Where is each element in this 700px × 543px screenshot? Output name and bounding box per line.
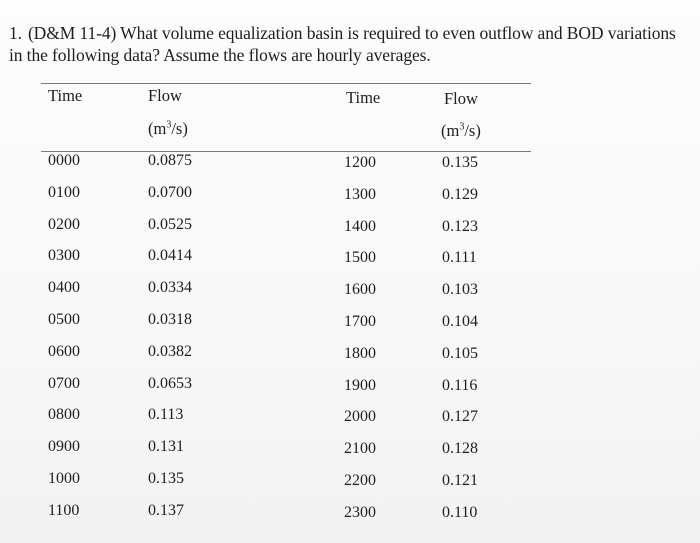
table-cell-time: 1700 — [344, 313, 376, 330]
header-unit-right: (m3/s) — [441, 121, 481, 140]
table-cell-flow: 0.123 — [442, 217, 478, 235]
table-cell-flow: 0.135 — [442, 154, 478, 171]
table-cell-flow: 0.0318 — [148, 311, 192, 328]
header-time-right: Time — [346, 88, 381, 107]
table-cell-time: 2300 — [344, 503, 376, 521]
table-cell-flow: 0.137 — [148, 501, 184, 519]
table-cell-time: 0200 — [48, 215, 80, 233]
table-cell-time: 0300 — [48, 247, 80, 265]
table-cell-time: 0400 — [48, 279, 80, 297]
table-cell-flow: 0.128 — [442, 440, 478, 458]
table-cell-flow: 0.111 — [442, 249, 477, 267]
table-cell-flow: 0.113 — [148, 406, 184, 424]
table-cell-time: 1100 — [48, 501, 80, 519]
table-cell-time: 0000 — [48, 152, 80, 169]
table-cell-time: 1900 — [344, 376, 376, 394]
table-cell-flow: 0.135 — [148, 470, 184, 487]
table-cell-time: 0500 — [48, 311, 80, 328]
table-cell-flow: 0.0334 — [148, 279, 192, 297]
header-flow-left: Flow — [148, 86, 182, 105]
table-cell-flow: 0.131 — [148, 438, 184, 456]
header-time-left: Time — [48, 86, 83, 105]
table-cell-flow: 0.0875 — [148, 152, 192, 169]
table-header-rule — [41, 151, 531, 152]
table-cell-time: 0600 — [48, 342, 80, 360]
table-cell-time: 1400 — [344, 217, 376, 235]
header-unit-left: (m3/s) — [148, 119, 188, 138]
question-text: 1. (D&M 11-4) What volume equalization ba… — [9, 22, 679, 66]
table-cell-flow: 0.121 — [442, 472, 478, 489]
table-cell-time: 2200 — [344, 472, 376, 489]
table-cell-time: 1000 — [48, 470, 80, 487]
table-cell-flow: 0.104 — [442, 313, 478, 330]
table-cell-flow: 0.127 — [442, 408, 478, 426]
table-cell-flow: 0.129 — [442, 185, 478, 203]
table-cell-time: 2000 — [344, 408, 376, 426]
table-cell-time: 0700 — [48, 374, 80, 392]
table-cell-time: 2100 — [344, 440, 376, 458]
table-cell-flow: 0.0525 — [148, 215, 192, 233]
table-cell-time: 1200 — [344, 154, 376, 171]
table-cell-time: 1800 — [344, 344, 376, 362]
table-cell-flow: 0.0653 — [148, 374, 192, 392]
question-body: (D&M 11-4) What volume equalization basi… — [9, 23, 676, 65]
table-cell-time: 1500 — [344, 249, 376, 267]
table-cell-time: 0900 — [48, 438, 80, 456]
table-cell-flow: 0.0414 — [148, 247, 192, 265]
table-cell-flow: 0.105 — [442, 344, 478, 362]
table-cell-flow: 0.116 — [442, 376, 478, 394]
header-flow-right: Flow — [444, 89, 478, 108]
table-cell-time: 0800 — [48, 406, 80, 424]
table-cell-flow: 0.103 — [442, 281, 478, 299]
table-top-rule — [41, 83, 531, 84]
table-cell-time: 1300 — [344, 185, 376, 203]
question-number: 1. — [9, 23, 22, 43]
table-cell-time: 0100 — [48, 183, 80, 201]
table-cell-flow: 0.110 — [442, 503, 478, 521]
table-cell-flow: 0.0700 — [148, 183, 192, 201]
table-cell-time: 1600 — [344, 281, 376, 299]
table-cell-flow: 0.0382 — [148, 342, 192, 360]
